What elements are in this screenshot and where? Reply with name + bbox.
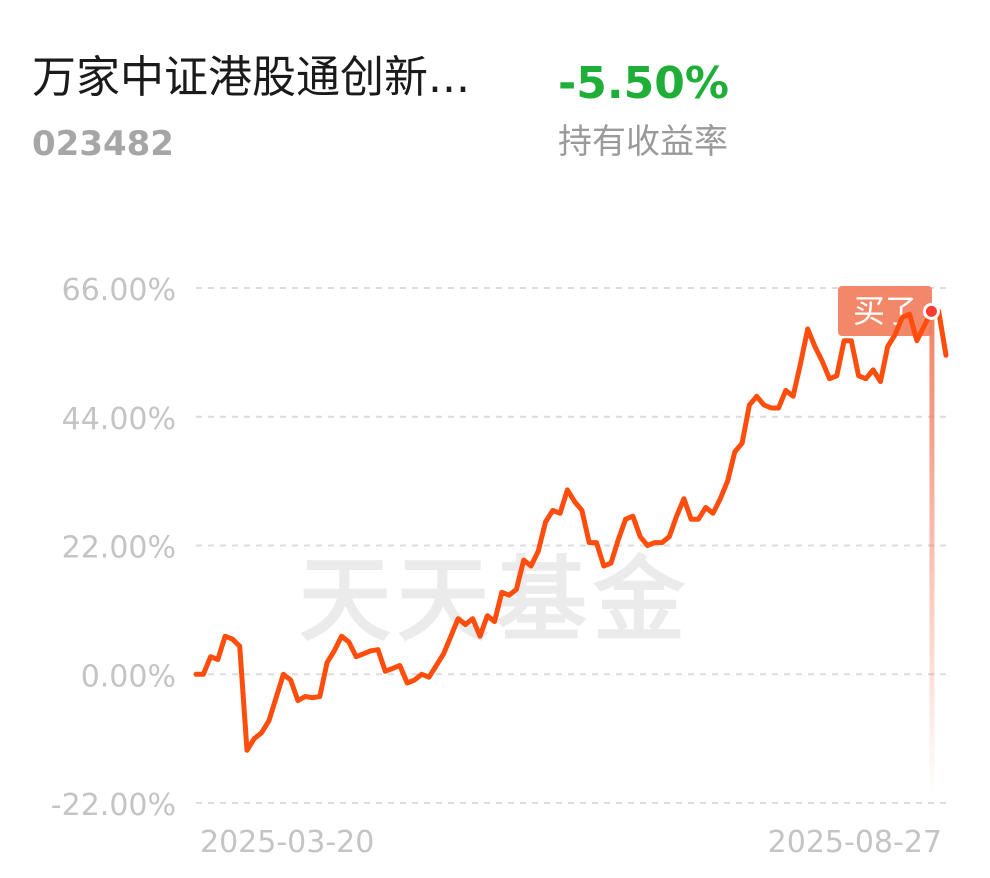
- holding-return-value: -5.50%: [558, 58, 729, 109]
- y-tick-label: 22.00%: [62, 531, 176, 566]
- fund-code: 023482: [32, 124, 174, 164]
- series-line: [193, 308, 949, 753]
- x-tick-label: 2025-03-20: [200, 825, 374, 860]
- y-tick-label: 66.00%: [62, 273, 176, 308]
- buy-marker-dot: [922, 302, 940, 320]
- y-tick-label: 44.00%: [62, 402, 176, 437]
- x-tick-label: 2025-08-27: [768, 825, 942, 860]
- holding-return-label: 持有收益率: [558, 122, 728, 162]
- fund-name: 万家中证港股通创新...: [32, 52, 470, 103]
- y-tick-label: 0.00%: [81, 659, 176, 694]
- buy-marker-tag: [838, 286, 932, 336]
- watermark: 天天基金: [299, 546, 691, 654]
- buy-marker-label: 买了: [853, 292, 917, 330]
- buy-marker-line: [929, 311, 935, 793]
- y-tick-label: -22.00%: [51, 788, 176, 823]
